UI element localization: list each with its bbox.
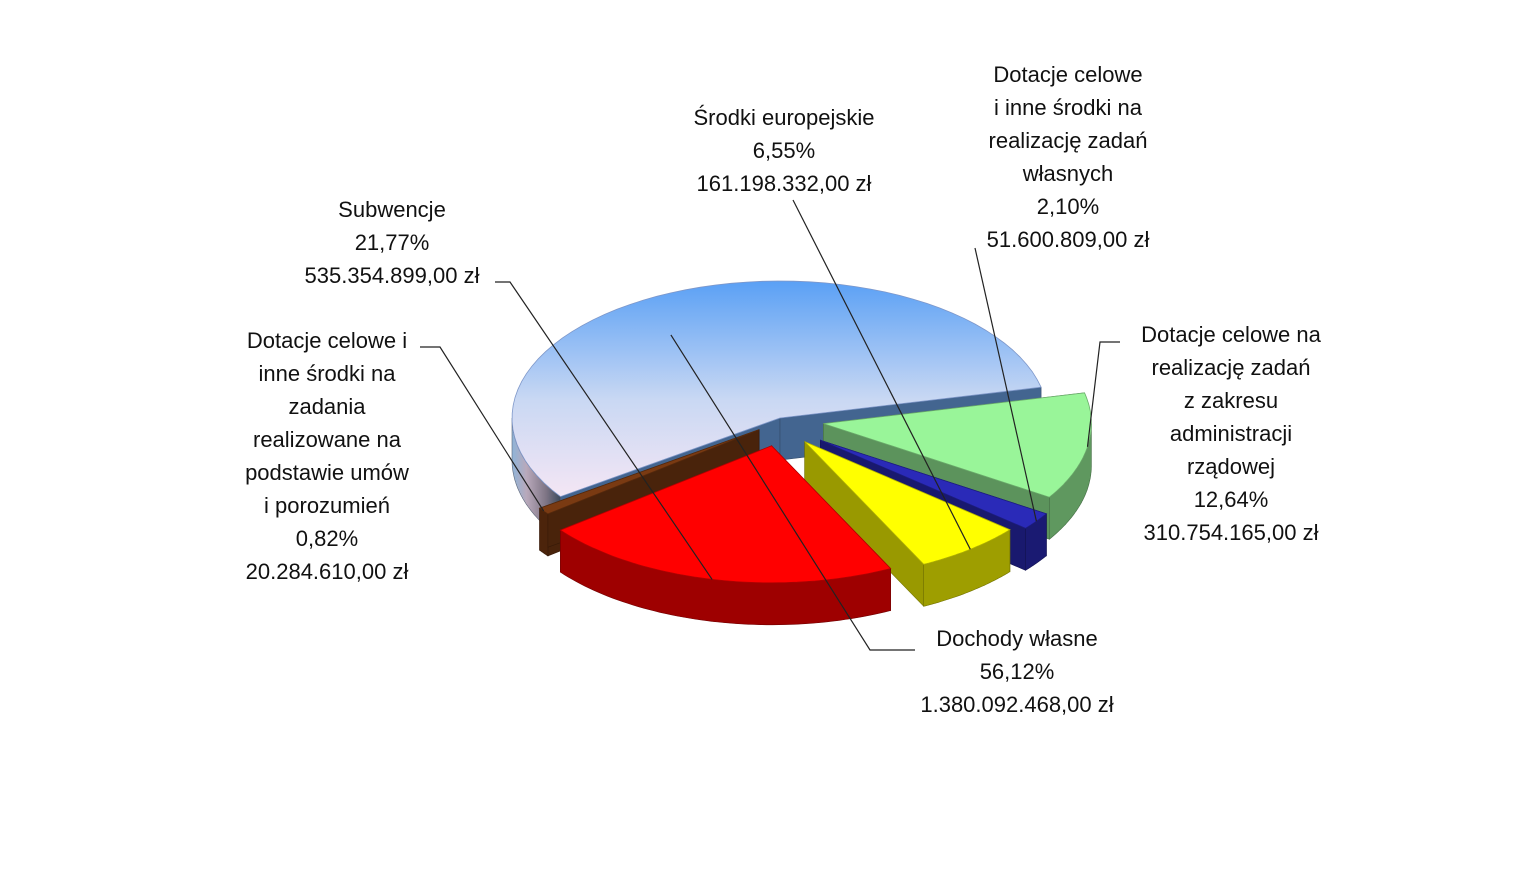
label-percent: 0,82% — [295, 526, 359, 551]
label-name-line: własnych — [1022, 161, 1114, 186]
leader-line-srodki_eu — [792, 199, 971, 550]
label-amount: 161.198.332,00 zł — [696, 171, 872, 196]
label-percent: 21,77% — [354, 230, 430, 255]
pie-slice-side — [539, 507, 549, 557]
label-name-line: Dotacje celowe na — [1141, 322, 1321, 347]
leader-line-dotacje_wlasne — [974, 247, 1037, 522]
label-name-line: Dotacje celowe — [993, 62, 1143, 87]
label-subwencje: Subwencje 21,77% 535.354.899,00 zł — [305, 193, 480, 292]
label-dotacje-wlasne: Dotacje celowe i inne środki na realizac… — [987, 58, 1150, 256]
label-name-line: i porozumień — [264, 493, 390, 518]
label-amount: 20.284.610,00 zł — [245, 559, 409, 584]
pie-slice-top — [511, 280, 1042, 498]
label-percent: 6,55% — [752, 138, 816, 163]
leader-line-dotacje_umowy — [420, 346, 545, 512]
label-srodki-europejskie: Środki europejskie 6,55% 161.198.332,00 … — [694, 101, 875, 200]
label-amount: 1.380.092.468,00 zł — [920, 692, 1114, 717]
label-name-line: podstawie umów — [245, 460, 409, 485]
label-name-line: administracji — [1169, 421, 1293, 446]
label-dotacje-administracja: Dotacje celowe na realizację zadań z zak… — [1141, 318, 1321, 549]
slices — [511, 280, 1092, 626]
pie-slice-srodki_eu — [804, 440, 1011, 608]
label-name: Środki europejskie — [693, 105, 875, 130]
label-percent: 56,12% — [979, 659, 1055, 684]
label-name-line: realizowane na — [253, 427, 401, 452]
leader-line-dotacje_adm — [1086, 341, 1120, 447]
label-name: Subwencje — [338, 197, 446, 222]
pie-slice-subwencje — [559, 445, 892, 626]
leader-line-dochody — [670, 334, 915, 651]
label-name-line: inne środki na — [258, 361, 396, 386]
label-name-line: realizację zadań — [988, 128, 1148, 153]
leader-line-subwencje — [495, 281, 713, 580]
label-name-line: realizację zadań — [1151, 355, 1311, 380]
label-percent: 12,64% — [1193, 487, 1269, 512]
label-name: Dochody własne — [936, 626, 1098, 651]
label-name-line: i inne środki na — [994, 95, 1142, 120]
label-amount: 310.754.165,00 zł — [1143, 520, 1319, 545]
label-dochody-wlasne: Dochody własne 56,12% 1.380.092.468,00 z… — [920, 622, 1113, 721]
leader-lines — [420, 199, 1120, 651]
label-dotacje-umowy: Dotacje celowe i inne środki na zadania … — [245, 324, 409, 588]
label-name-line: z zakresu — [1183, 388, 1279, 413]
label-name-line: zadania — [288, 394, 366, 419]
label-name-line: Dotacje celowe i — [246, 328, 408, 353]
label-amount: 535.354.899,00 zł — [304, 263, 480, 288]
label-percent: 2,10% — [1036, 194, 1100, 219]
label-name-line: rządowej — [1186, 454, 1276, 479]
label-amount: 51.600.809,00 zł — [986, 227, 1150, 252]
